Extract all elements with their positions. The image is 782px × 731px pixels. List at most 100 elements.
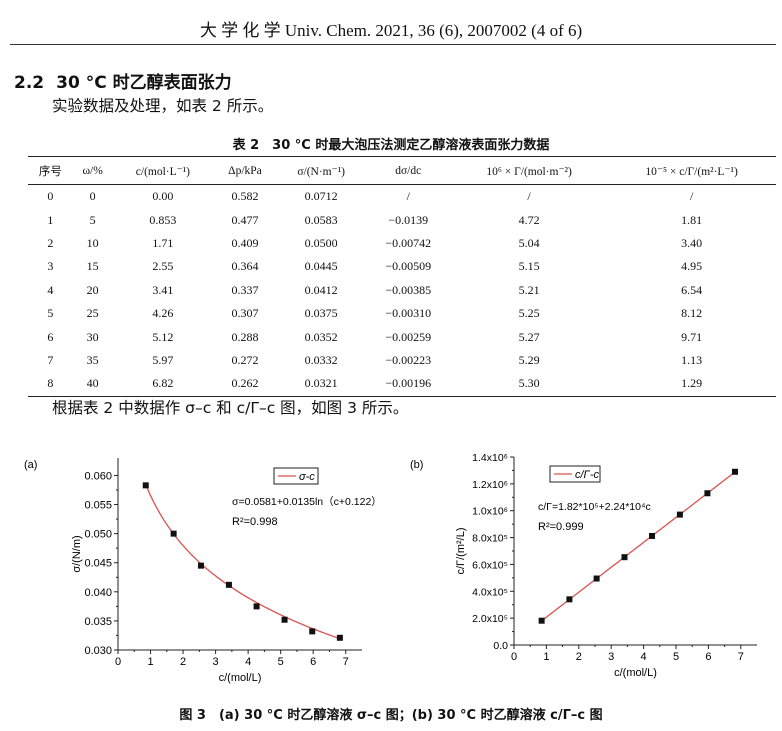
table-cell: 0.0583 (304, 212, 338, 227)
x-tick-label: 3 (608, 651, 614, 663)
table-cell: 0.00 (152, 189, 174, 204)
table-cell: 4 (47, 282, 54, 297)
table-cell: 0.272 (231, 352, 259, 367)
data-point (538, 617, 545, 624)
data-point (197, 562, 204, 569)
y-tick-label: 6.0x10⁵ (472, 559, 508, 571)
table-cell: 0.307 (231, 306, 259, 321)
fit-equation: c/Γ=1.82*10⁵+2.24*10⁴c (538, 501, 651, 513)
y-tick-label: 0.050 (84, 529, 112, 541)
y-tick-label: 1.2x10⁶ (472, 479, 508, 491)
table-cell: 0.0712 (304, 189, 338, 204)
data-point (336, 634, 343, 641)
table-cell: 6.82 (152, 376, 174, 391)
paragraph-2: 根据表 2 中数据作 σ–c 和 c/Γ–c 图，如图 3 所示。 (52, 399, 409, 417)
x-tick-label: 0 (115, 656, 121, 668)
table-caption: 表 2 30 °C 时最大泡压法测定乙醇溶液表面张力数据 (232, 138, 550, 153)
table-cell: 6.54 (681, 282, 703, 297)
table-row: 3 15 2.55 0.364 0.0445 −0.00509 5.15 4.95 (28, 255, 776, 278)
y-tick-label: 2.0x10⁵ (472, 613, 508, 625)
table-cell: −0.00509 (385, 259, 432, 274)
table-cell: 5.29 (518, 352, 540, 367)
x-tick-label: 1 (543, 651, 549, 663)
y-tick-label: 0.060 (84, 470, 112, 482)
header-rule (10, 44, 776, 45)
column-header: 10⁻⁵ × c/Γ/(m²·L⁻¹) (607, 156, 776, 185)
table-cell: 0.262 (231, 376, 259, 391)
table-cell: −0.0139 (388, 212, 429, 227)
column-header: σ/(N·m⁻¹) (276, 156, 366, 185)
section-number: 2.2 (14, 73, 45, 93)
table-cell: / (527, 189, 531, 204)
legend-label: σ-c (299, 471, 315, 483)
table-cell: 5.12 (152, 329, 174, 344)
data-point (676, 511, 683, 518)
y-tick-label: 0.045 (84, 558, 112, 570)
x-tick-label: 7 (343, 656, 349, 668)
table-row: 8 40 6.82 0.262 0.0321 −0.00196 5.30 1.29 (28, 372, 776, 396)
table-cell: −0.00196 (385, 376, 432, 391)
x-tick-label: 7 (738, 651, 744, 663)
table-cell: 5 (47, 306, 54, 321)
table-cell: 5.15 (518, 259, 540, 274)
table-cell: 0.0375 (304, 306, 338, 321)
table-cell: 0.288 (231, 329, 259, 344)
table-row: 4 20 3.41 0.337 0.0412 −0.00385 5.21 6.54 (28, 279, 776, 302)
y-axis-label: σ/(N/m) (71, 535, 83, 572)
data-point (621, 554, 628, 561)
y-tick-label: 0.055 (84, 500, 112, 512)
y-tick-label: 4.0x10⁵ (472, 586, 508, 598)
legend-label: c/Γ-c (575, 469, 599, 481)
fit-equation: σ=0.0581+0.0135ln（c+0.122） (232, 496, 382, 508)
table-cell: 3 (47, 259, 54, 274)
table-cell: 1 (47, 212, 54, 227)
table-cell: 2.55 (152, 259, 174, 274)
x-axis-label: c/(mol/L) (614, 667, 657, 679)
table-cell: 0.477 (231, 212, 259, 227)
data-point (309, 628, 316, 635)
table-cell: 40 (86, 376, 99, 391)
data-table: 序号 ω/% c/(mol·L⁻¹) Δp/kPa σ/(N·m⁻¹) dσ/dc 10⁶ … (28, 156, 776, 397)
data-point (731, 468, 738, 475)
data-point (704, 490, 711, 497)
x-tick-label: 4 (245, 656, 251, 668)
fit-curve (541, 471, 735, 622)
figure-caption: 图 3 (a) 30 °C 时乙醇溶液 σ–c 图；(b) 30 °C 时乙醇溶… (179, 708, 603, 723)
table-cell: 0.0500 (304, 235, 338, 250)
table-cell: 4.95 (681, 259, 703, 274)
x-tick-label: 6 (705, 651, 711, 663)
table-cell: 2 (47, 235, 54, 250)
x-tick-label: 1 (147, 656, 153, 668)
table-row: 6 30 5.12 0.288 0.0352 −0.00259 5.27 9.71 (28, 325, 776, 348)
table-cell: 15 (86, 259, 99, 274)
section-heading: 2.2 30 °C 时乙醇表面张力 (14, 68, 232, 93)
y-tick-label: 0.030 (84, 645, 112, 657)
table-cell: 5.27 (518, 329, 540, 344)
running-header: 大 学 化 学 Univ. Chem. 2021, 36 (6), 200700… (199, 21, 583, 40)
table-cell: −0.00259 (385, 329, 432, 344)
table-cell: 7 (47, 352, 54, 367)
panel-label: (b) (410, 459, 423, 471)
table-cell: 5.04 (518, 235, 540, 250)
table-cell: 0.0412 (304, 282, 338, 297)
column-header: 序号 (28, 156, 73, 185)
table-cell: 0.0352 (304, 329, 338, 344)
data-point (253, 603, 260, 610)
data-point (566, 596, 573, 603)
data-point (225, 581, 232, 588)
y-tick-label: 8.0x10⁵ (472, 533, 508, 545)
table-row: 7 35 5.97 0.272 0.0332 −0.00223 5.29 1.13 (28, 349, 776, 372)
table-cell: 4.26 (152, 306, 174, 321)
table-cell: 5.25 (518, 306, 540, 321)
table-cell: 0 (89, 189, 96, 204)
table-cell: 35 (86, 352, 99, 367)
table-cell: 0.0445 (304, 259, 338, 274)
table-cell: 8 (47, 376, 54, 391)
table-cell: 5.21 (518, 282, 540, 297)
table-cell: / (406, 189, 410, 204)
y-tick-label: 1.4x10⁶ (472, 452, 508, 464)
panel-label: (a) (24, 459, 37, 471)
table-cell: −0.00742 (385, 235, 432, 250)
x-tick-label: 3 (213, 656, 219, 668)
data-point (170, 530, 177, 537)
